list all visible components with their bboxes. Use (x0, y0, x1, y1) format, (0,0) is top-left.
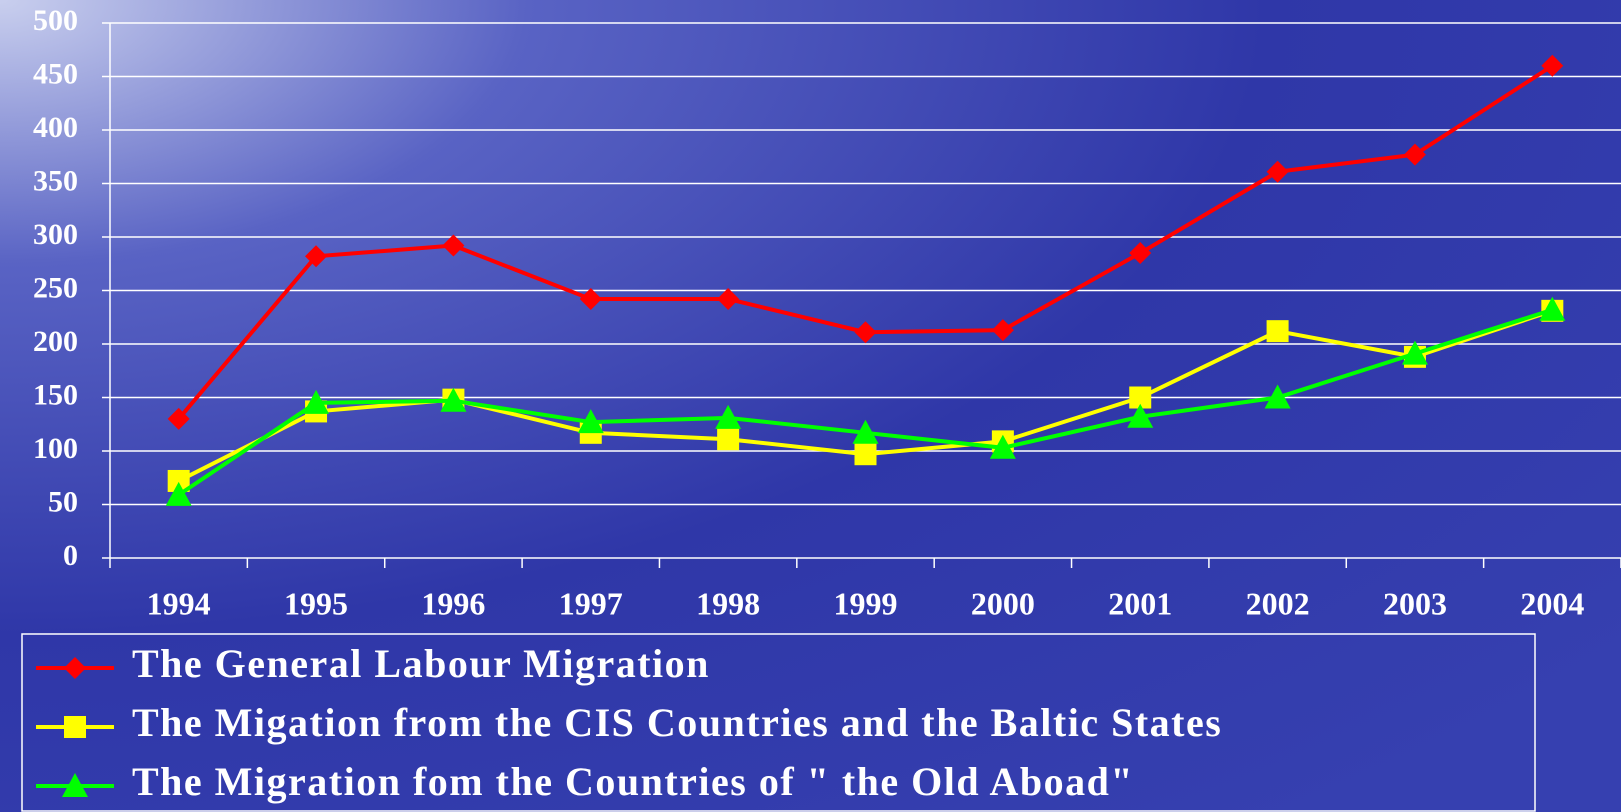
data-point (579, 288, 602, 311)
x-tick-label: 2003 (1383, 585, 1447, 621)
legend-box (21, 633, 1536, 812)
legend-marker (62, 773, 88, 797)
data-point (717, 288, 740, 311)
data-point (1403, 143, 1426, 166)
data-point (1541, 54, 1564, 77)
legend-marker (64, 716, 86, 738)
data-point (854, 321, 877, 344)
data-point (1129, 242, 1152, 265)
y-tick-label: 200 (33, 325, 78, 358)
y-tick-label: 450 (33, 57, 78, 90)
y-tick-label: 300 (33, 218, 78, 251)
data-point (1266, 160, 1289, 183)
legend-marker (64, 657, 86, 679)
data-point (577, 409, 604, 434)
y-tick-label: 400 (33, 111, 78, 144)
x-tick-label: 1995 (284, 585, 348, 621)
data-point (167, 407, 190, 430)
data-point (1129, 386, 1152, 409)
x-tick-label: 1994 (147, 585, 211, 621)
y-tick-label: 150 (33, 378, 78, 411)
data-point (167, 469, 190, 492)
legend-label: The General Labour Migration (132, 641, 710, 686)
data-point (303, 389, 330, 414)
y-tick-label: 250 (33, 271, 78, 304)
y-tick-label: 500 (33, 4, 78, 37)
x-tick-label: 2004 (1520, 585, 1584, 621)
data-point (1401, 340, 1428, 365)
x-tick-label: 2001 (1108, 585, 1172, 621)
x-tick-label: 1998 (696, 585, 760, 621)
data-point (1264, 384, 1291, 409)
legend-label: The Migration fom the Countries of " the… (132, 759, 1134, 804)
x-tick-label: 1997 (559, 585, 623, 621)
y-tick-label: 350 (33, 164, 78, 197)
data-point (1266, 320, 1289, 343)
x-tick-label: 1996 (421, 585, 485, 621)
data-point (1539, 296, 1566, 321)
y-tick-label: 50 (48, 485, 78, 518)
data-point (440, 387, 467, 412)
x-tick-label: 1999 (834, 585, 898, 621)
data-point (852, 419, 879, 444)
y-tick-label: 0 (63, 539, 78, 572)
x-tick-label: 2002 (1246, 585, 1310, 621)
data-point (989, 434, 1016, 459)
x-tick-label: 2000 (971, 585, 1035, 621)
data-point (854, 443, 877, 466)
data-point (991, 319, 1014, 342)
y-tick-label: 100 (33, 432, 78, 465)
data-point (442, 234, 465, 257)
data-point (715, 404, 742, 429)
data-point (1127, 403, 1154, 428)
data-point (717, 428, 740, 451)
legend-label: The Migation from the CIS Countries and … (132, 700, 1222, 745)
data-point (165, 481, 192, 506)
data-point (305, 245, 328, 268)
